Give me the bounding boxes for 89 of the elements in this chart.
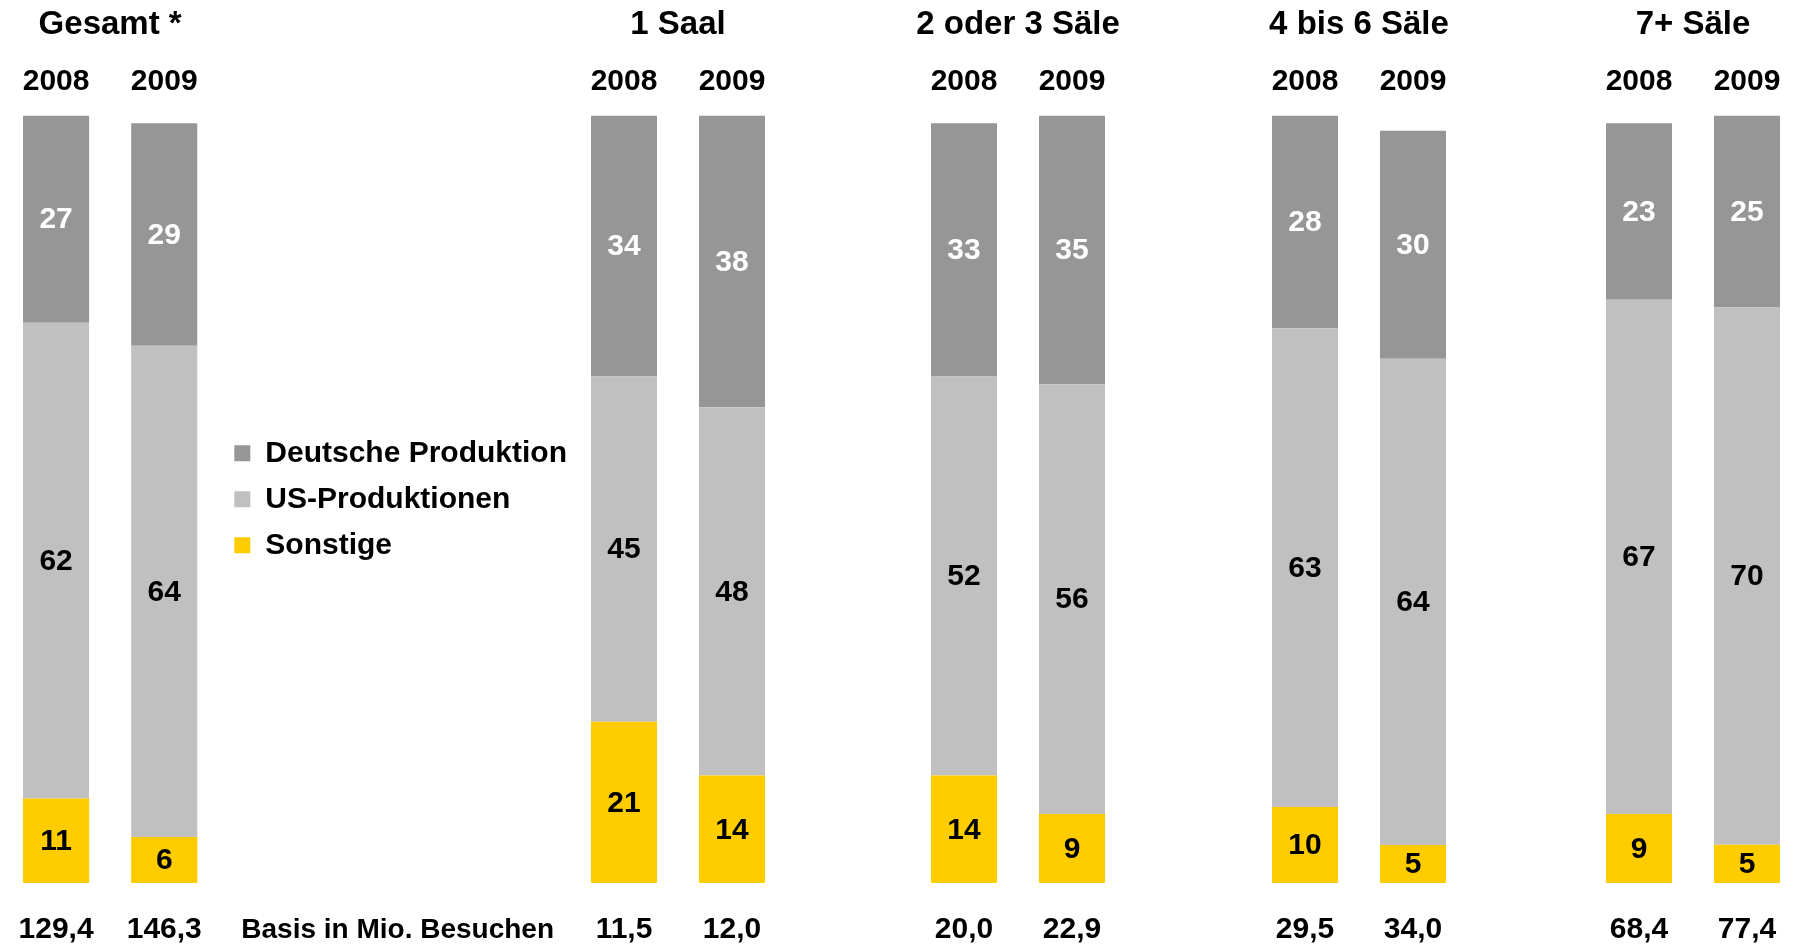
x-tick-label: 2008 <box>1605 62 1673 96</box>
x-tick-label: 2009 <box>698 62 766 96</box>
data-label: 23 <box>1622 193 1656 227</box>
chart-title: 2 oder 3 Säle <box>916 3 1120 41</box>
bar <box>1606 813 1672 883</box>
data-label: 14 <box>947 811 981 845</box>
data-label: 29 <box>147 216 181 250</box>
data-label: 63 <box>1288 549 1322 583</box>
data-label: 11 <box>40 823 72 857</box>
text: 29,5 <box>1275 911 1335 945</box>
text: 11,5 <box>595 911 653 945</box>
text: 146,3 <box>126 911 202 945</box>
bar <box>699 775 765 883</box>
x-tick-label: 2008 <box>22 62 90 96</box>
bar <box>591 115 657 377</box>
bar <box>1272 807 1338 883</box>
bar <box>23 798 90 883</box>
bar <box>1039 384 1105 814</box>
bar <box>1714 844 1780 883</box>
x-tick-label: 2009 <box>1713 62 1781 96</box>
bar <box>591 721 657 883</box>
x-tick-label: 2009 <box>1038 62 1106 96</box>
text: 34,0 <box>1383 911 1443 945</box>
chart-title: 4 bis 6 Säle <box>1269 3 1449 41</box>
bar <box>1039 813 1105 883</box>
bar <box>1380 130 1446 359</box>
data-label: 5 <box>1738 846 1756 880</box>
data-label: 45 <box>607 531 641 565</box>
data-label: 64 <box>1396 584 1430 618</box>
bar <box>1272 115 1338 329</box>
bar <box>1606 123 1672 300</box>
bar <box>1380 845 1446 883</box>
data-label: 64 <box>147 573 182 607</box>
bar <box>699 115 765 408</box>
data-label: 62 <box>39 542 73 576</box>
data-label: 6 <box>155 842 173 876</box>
x-tick-label: 2008 <box>1271 62 1339 96</box>
data-label: 30 <box>1396 227 1430 261</box>
chart-title: 1 Saal <box>630 3 726 41</box>
data-label: 28 <box>1288 204 1322 238</box>
bar <box>1606 299 1672 814</box>
text: 20,0 <box>934 911 994 945</box>
text: 77,4 <box>1717 911 1777 945</box>
bar <box>1039 115 1105 385</box>
bar <box>931 123 997 377</box>
legend-label: Deutsche Produktion <box>265 434 567 468</box>
chart-title: Gesamt * <box>38 3 182 41</box>
x-tick-label: 2009 <box>130 62 198 96</box>
text: 68,4 <box>1609 911 1669 945</box>
data-label: 67 <box>1622 539 1656 573</box>
bar <box>131 836 198 883</box>
bar <box>1714 115 1780 308</box>
bar <box>1380 358 1446 846</box>
data-label: 34 <box>607 228 641 262</box>
bar <box>931 775 997 883</box>
data-label: 27 <box>39 201 73 235</box>
legend-label: Sonstige <box>265 526 392 560</box>
text: 12,0 <box>702 911 762 945</box>
data-label: 5 <box>1404 846 1422 880</box>
bar <box>699 407 765 776</box>
bar <box>131 345 198 837</box>
x-tick-label: 2009 <box>1379 62 1447 96</box>
data-label: 10 <box>1288 827 1322 861</box>
text: 22,9 <box>1042 911 1102 945</box>
data-label: 52 <box>947 558 981 592</box>
data-label: 21 <box>607 784 641 818</box>
text: 129,4 <box>18 911 94 945</box>
bar <box>23 322 90 799</box>
legend-label: US-Produktionen <box>265 480 511 514</box>
data-label: 38 <box>715 243 749 277</box>
data-label: 56 <box>1055 581 1089 615</box>
data-label: 9 <box>1063 830 1081 864</box>
bar <box>23 115 90 323</box>
data-label: 70 <box>1730 558 1764 592</box>
text: Basis in Mio. Besuchen <box>241 912 555 944</box>
data-label: 35 <box>1055 232 1089 266</box>
chart-title: 7+ Säle <box>1635 3 1751 41</box>
bar <box>131 123 198 346</box>
data-label: 33 <box>947 232 981 266</box>
bar <box>1272 328 1338 808</box>
data-label: 9 <box>1630 830 1648 864</box>
data-label: 14 <box>715 811 749 845</box>
bar <box>1714 307 1780 845</box>
x-tick-label: 2008 <box>590 62 658 96</box>
bar <box>931 376 997 776</box>
data-label: 25 <box>1730 193 1764 227</box>
bar <box>591 376 657 722</box>
x-tick-label: 2008 <box>930 62 998 96</box>
data-label: 48 <box>715 573 749 607</box>
